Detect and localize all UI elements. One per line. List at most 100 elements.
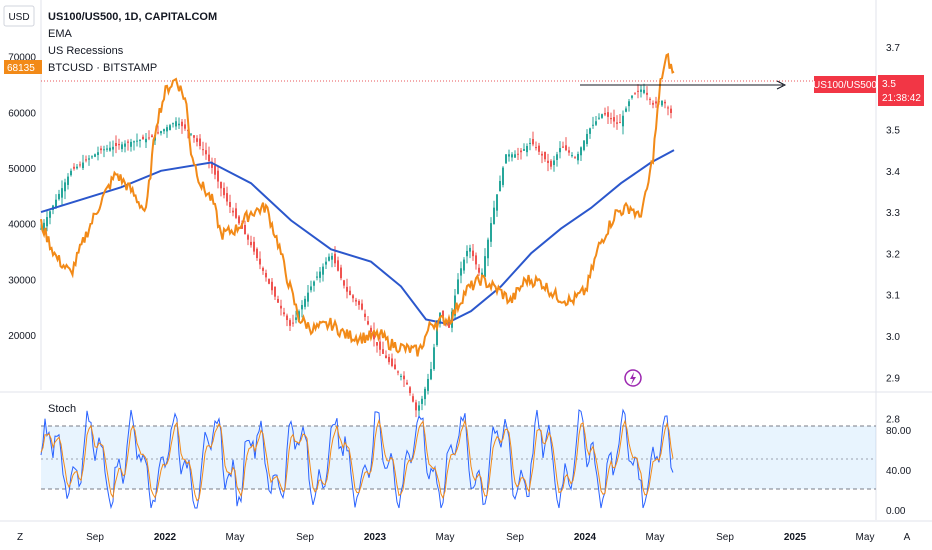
- ratio-candle-body: [397, 371, 399, 373]
- ratio-candle-body: [244, 224, 246, 235]
- ratio-candle-body: [613, 117, 615, 122]
- ratio-candle-body: [256, 248, 258, 259]
- legend-us-recessions[interactable]: US Recessions: [48, 45, 124, 57]
- ratio-candle-body: [568, 150, 570, 153]
- ratio-candle-body: [190, 133, 192, 135]
- price-badge-value: 3.5: [882, 79, 896, 90]
- ratio-candle-body: [247, 235, 249, 240]
- auto-scale-label[interactable]: A: [904, 532, 911, 543]
- ratio-candle-body: [493, 207, 495, 224]
- right-tick-label-7: 3.5: [886, 126, 900, 137]
- ratio-candle-body: [535, 147, 537, 149]
- ratio-candle-body: [526, 146, 528, 153]
- ratio-candle-body: [634, 93, 636, 95]
- right-tick-label-6: 3.4: [886, 167, 900, 178]
- ratio-candle-body: [553, 160, 555, 165]
- ratio-candle-body: [196, 138, 198, 142]
- ratio-candle-body: [229, 201, 231, 207]
- ratio-series: [40, 83, 672, 419]
- ratio-candle-body: [286, 315, 288, 321]
- ratio-candle-body: [373, 330, 375, 340]
- ratio-candle-body: [232, 210, 234, 213]
- x-tick-label-11: May: [856, 532, 875, 543]
- ratio-candle-body: [274, 286, 276, 297]
- ratio-candle-body: [532, 139, 534, 145]
- ratio-candle-body: [562, 146, 564, 148]
- ratio-candle-body: [469, 247, 471, 252]
- x-tick-label-9: Sep: [716, 532, 734, 543]
- stoch-d-line: [40, 418, 674, 502]
- ratio-candle-body: [172, 123, 174, 125]
- ratio-candle-body: [580, 147, 582, 156]
- left-axis-label-box: [3, 5, 35, 27]
- ratio-candle-body: [142, 136, 144, 140]
- ratio-candle-body: [253, 241, 255, 252]
- ratio-candle-body: [169, 125, 171, 131]
- ratio-candle-body: [502, 167, 504, 185]
- ratio-candle-body: [226, 193, 228, 202]
- x-tick-label-3: Sep: [296, 532, 314, 543]
- main-pane[interactable]: USD 20000 30000 40000 50000 60000 70000 2.8 2.…: [0, 0, 932, 522]
- ratio-candle-body: [181, 121, 183, 127]
- ratio-candle-body: [565, 145, 567, 151]
- ratio-candle-body: [409, 387, 411, 393]
- stoch-axis-ticks: 0.00 40.00 80.00: [886, 426, 911, 517]
- ratio-candle-body: [421, 398, 423, 404]
- ratio-candle-body: [70, 170, 72, 176]
- ratio-candle-body: [415, 402, 417, 411]
- ratio-candle-body: [511, 154, 513, 158]
- ratio-candle-body: [592, 124, 594, 126]
- ratio-candle-body: [334, 253, 336, 264]
- ratio-candle-body: [175, 121, 177, 127]
- chart-title: US100/US500, 1D, CAPITALCOM: [48, 11, 217, 23]
- ratio-candle-body: [619, 122, 621, 124]
- ratio-candle-body: [55, 199, 57, 208]
- right-tick-label-1: 2.9: [886, 373, 900, 384]
- legend-ema[interactable]: EMA: [48, 28, 73, 40]
- ratio-candle-body: [574, 157, 576, 159]
- ratio-candle-body: [550, 160, 552, 167]
- x-tick-label-6: Sep: [506, 532, 524, 543]
- ratio-candle-body: [604, 113, 606, 115]
- ratio-candle-body: [514, 154, 516, 158]
- btc-line: [40, 52, 675, 357]
- left-tick-label-5: 70000: [8, 53, 36, 64]
- ratio-candle-body: [298, 311, 300, 321]
- stoch-label[interactable]: Stoch: [48, 403, 76, 415]
- ratio-candle-body: [262, 267, 264, 271]
- ratio-candle-body: [400, 375, 402, 377]
- zoom-label[interactable]: Z: [17, 532, 23, 543]
- ratio-candle-body: [346, 286, 348, 292]
- ratio-candle-body: [418, 405, 420, 411]
- ratio-candle-body: [640, 89, 642, 92]
- ratio-candle-body: [556, 154, 558, 160]
- ratio-candle-body: [106, 148, 108, 150]
- ratio-candle-body: [238, 216, 240, 224]
- ratio-candle-body: [436, 325, 438, 346]
- x-tick-label-8: May: [646, 532, 665, 543]
- ratio-candle-body: [412, 396, 414, 402]
- ratio-candle-body: [403, 375, 405, 380]
- ratio-candle-body: [406, 382, 408, 385]
- stoch-pane[interactable]: Stoch 0.00 40.00 80.00: [40, 403, 911, 517]
- right-tick-label-4: 3.2: [886, 249, 900, 260]
- ratio-candle-body: [610, 118, 612, 120]
- ratio-candle-body: [40, 228, 42, 230]
- ratio-candle-body: [625, 108, 627, 112]
- ratio-candle-body: [133, 141, 135, 143]
- legend-btcusd[interactable]: BTCUSD · BITSTAMP: [48, 62, 157, 74]
- right-tick-label-5: 3.3: [886, 208, 900, 219]
- left-tick-label-2: 40000: [8, 220, 36, 231]
- ratio-candle-body: [391, 358, 393, 367]
- ratio-candle-body: [637, 90, 639, 92]
- ratio-candle-body: [325, 261, 327, 265]
- ratio-candle-body: [331, 255, 333, 260]
- ratio-candle-body: [205, 150, 207, 155]
- ratio-candle-body: [118, 143, 120, 146]
- ratio-candle-body: [310, 286, 312, 291]
- ratio-candle-body: [349, 290, 351, 295]
- right-tick-label-3: 3.1: [886, 291, 900, 302]
- ratio-candle-body: [583, 140, 585, 150]
